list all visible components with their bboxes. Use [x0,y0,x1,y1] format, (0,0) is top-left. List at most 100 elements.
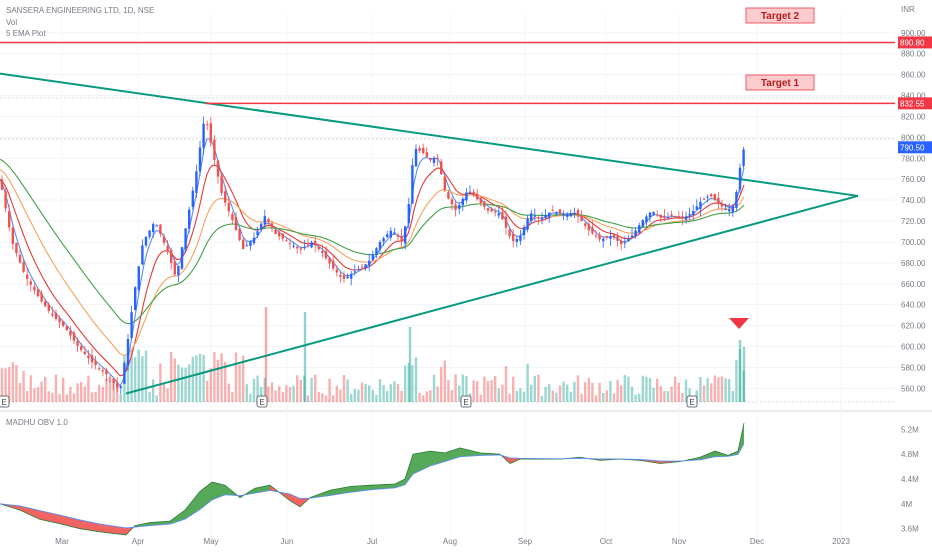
volume-bar [645,376,648,402]
candle-body [335,269,338,273]
volume-bar [688,388,691,402]
candle-body [227,202,230,212]
candle-body [278,232,281,237]
volume-bar [159,363,162,402]
volume-bar [490,380,493,402]
candle-body [519,235,522,241]
candle-body [375,248,378,255]
volume-bar [512,376,515,402]
candle-body [555,212,558,214]
candle-body [537,217,540,219]
volume-bar [695,390,698,402]
candle-body [580,215,583,222]
volume-bar [425,391,428,402]
price-tick-label: 580.00 [901,363,926,372]
obv-fill-segment [290,493,300,507]
candle-body [0,179,4,190]
candle-body [267,218,270,222]
volume-bar [389,384,392,402]
volume-bar [54,374,58,402]
obv-tick-label: 3.6M [901,525,919,534]
candle-body [612,234,616,238]
price-tick-label: 840.00 [901,92,926,101]
volume-bar [533,376,536,402]
volume-bar [238,364,241,402]
candle-body [468,191,472,193]
volume-bar [440,367,443,402]
target-box [745,74,815,91]
volume-bar [65,394,68,402]
volume-bar [166,388,169,402]
candle-body [44,301,47,307]
candle-body [720,203,724,207]
last-price-tag [898,141,932,154]
candle-body [404,226,407,244]
candle-body [123,363,126,384]
candle-body [260,223,263,230]
candle-body [742,149,745,167]
candle-body [440,161,443,175]
candle-body [15,243,18,254]
candle-body [141,245,144,265]
candle-body [119,386,122,388]
candle-body [364,264,367,269]
candle-body [627,239,630,242]
candle-body [40,293,43,302]
candle-body [105,369,108,375]
volume-bar [105,378,108,402]
candle-body [731,205,734,213]
volume-bar [227,383,230,402]
candle-body [540,217,544,220]
candle-body [695,206,698,210]
volume-bar [144,350,148,402]
volume-bar [371,389,374,402]
candle-body [72,332,76,341]
volume-bar [476,381,479,402]
volume-bar [18,382,22,402]
candle-body [54,313,58,319]
volume-bar [130,350,133,402]
obv-fill-segment [170,510,185,524]
price-tick-label: 660.00 [901,280,926,289]
candle-body [526,218,529,230]
volume-bar [501,384,504,402]
volume-bar [486,381,490,402]
volume-spike [264,307,268,402]
volume-bar [551,390,554,402]
candle-body [353,271,356,273]
volume-bar [537,374,540,402]
volume-bar [404,365,407,402]
volume-bar [364,384,367,402]
candle-body [576,209,580,217]
candle-body [465,192,468,201]
candle-body [296,246,299,249]
candle-body [350,273,353,279]
candle-body [530,213,533,222]
candle-body [512,233,515,242]
price-tick-label: 560.00 [901,384,926,393]
candle-body [458,204,461,209]
candle-body [681,216,684,219]
target-levels[interactable]: Target 2 Target 1 [0,7,895,105]
candle-body [198,147,202,172]
time-tick-label: Apr [132,537,145,546]
candle-body [83,351,86,355]
time-tick-label: Oct [600,537,613,546]
time-tick-label: May [203,537,218,546]
time-tick-label: Sep [518,537,533,546]
candle-body [634,230,637,236]
candle-body [144,236,148,246]
volume-bar [177,364,180,402]
candle-body [90,355,94,363]
candle-body [429,158,432,161]
candle-body [663,215,666,219]
time-tick-label: Jul [367,537,377,546]
volume-bar [224,361,227,402]
volume-bar [386,390,389,402]
trendlines[interactable] [0,72,859,395]
candle-body [306,244,310,246]
candle-body [47,304,50,311]
volume-bar [659,385,662,402]
volume-bar [90,392,94,402]
